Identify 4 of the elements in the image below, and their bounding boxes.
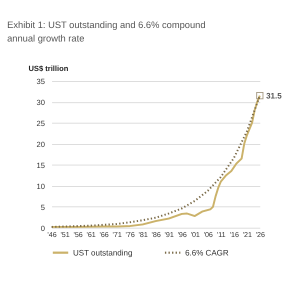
chart-title: Exhibit 1: UST outstanding and 6.6% compound annual growth rate — [7, 20, 206, 44]
legend-label: 6.6% CAGR — [185, 248, 229, 258]
legend-label: UST outstanding — [72, 248, 132, 258]
annotation: 31.5 — [266, 91, 282, 100]
